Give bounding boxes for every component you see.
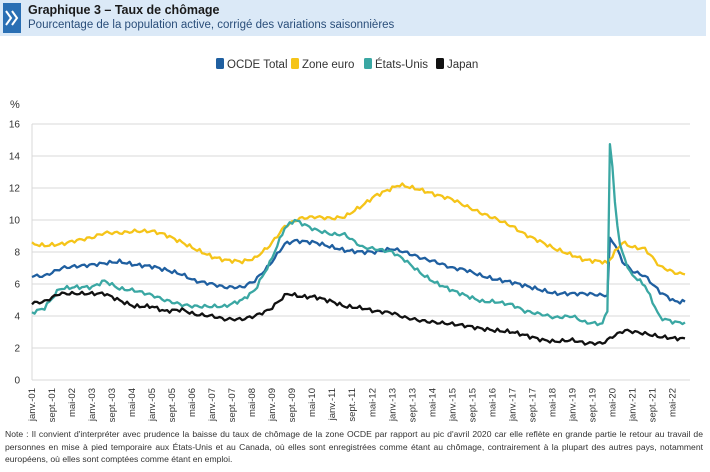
x-tick-label: janv.-15 [447, 388, 458, 422]
x-tick-label: janv.-13 [387, 388, 398, 422]
x-tick-label: sept.-15 [467, 388, 478, 422]
chart-header: Graphique 3 – Taux de chômage Pourcentag… [0, 0, 706, 36]
y-tick-label: 14 [9, 152, 21, 163]
legend-swatch [364, 58, 372, 69]
legend-item: OCDE Total [216, 58, 288, 71]
legend-swatch [436, 58, 444, 69]
x-tick-label: janv.-05 [147, 388, 158, 422]
x-tick-label: mai-14 [427, 388, 438, 417]
x-tick-label: sept.-05 [167, 388, 178, 422]
series-line [31, 290, 686, 346]
x-tick-label: janv.-11 [327, 388, 338, 421]
legend-swatch [216, 58, 224, 69]
x-tick-label: mai-16 [487, 388, 498, 417]
x-tick-label: sept.-17 [527, 388, 538, 422]
x-tick-label: janv.-21 [627, 388, 638, 422]
y-axis-ticks: 0 2 4 6 8 10 12 14 16 [9, 120, 21, 387]
x-tick-label: mai-18 [547, 388, 558, 417]
series-lines [31, 142, 686, 346]
x-tick-label: sept.-07 [227, 388, 238, 422]
legend-label: Zone euro [302, 59, 354, 71]
x-tick-label: mai-02 [67, 388, 78, 417]
y-tick-label: 2 [14, 344, 20, 355]
x-tick-label: sept.-09 [287, 388, 298, 422]
series-line [31, 182, 686, 276]
y-tick-label: 6 [14, 280, 20, 291]
legend-label: OCDE Total [227, 59, 288, 71]
y-tick-label: 10 [9, 216, 21, 227]
x-tick-label: mai-10 [307, 388, 318, 417]
x-tick-label: janv.-09 [267, 388, 278, 422]
x-tick-label: sept.-19 [587, 388, 598, 422]
x-tick-label: janv.-03 [87, 388, 98, 422]
y-tick-label: 4 [14, 312, 20, 323]
footnote: Note : Il convient d'interpréter avec pr… [5, 429, 703, 465]
x-tick-label: janv.-19 [567, 388, 578, 422]
x-tick-label: sept.-03 [107, 388, 118, 422]
x-tick-label: mai-20 [607, 388, 618, 417]
x-tick-label: janv.-17 [507, 388, 518, 422]
x-tick-label: mai-04 [127, 388, 138, 417]
x-tick-label: sept.-01 [47, 388, 58, 422]
legend-swatch [291, 58, 299, 69]
y-tick-label: 8 [14, 248, 20, 259]
y-tick-label: 12 [9, 184, 21, 195]
x-tick-label: sept.-21 [647, 388, 658, 422]
x-tick-label: sept.-13 [407, 388, 418, 422]
legend-label: États-Unis [375, 58, 428, 71]
x-axis-ticks: janv.-01 sept.-01 mai-02 janv.-03 sept.-03 ma… [27, 388, 678, 422]
x-tick-label: mai-22 [667, 388, 678, 417]
x-tick-label: janv.-07 [207, 388, 218, 422]
x-tick-label: mai-08 [247, 388, 258, 417]
legend-item: Japan [436, 58, 478, 71]
x-tick-label: sept.-11 [347, 388, 358, 422]
legend-label: Japan [447, 59, 478, 71]
x-tick-label: janv.-01 [27, 388, 38, 422]
series-line [31, 142, 686, 327]
line-chart: OCDE Total Zone euro États-Unis Japan % 0 2 4… [9, 58, 690, 422]
chart-title: Graphique 3 – Taux de chômage [28, 3, 220, 17]
y-tick-label: 16 [9, 120, 21, 131]
y-tick-label: 0 [14, 376, 20, 387]
series-line [31, 236, 686, 305]
x-tick-label: mai-06 [187, 388, 198, 417]
y-axis-label: % [10, 99, 20, 111]
legend-item: États-Unis [364, 58, 428, 71]
x-tick-label: mai-12 [367, 388, 378, 417]
chevrons-right-icon [3, 3, 21, 33]
chart-subtitle: Pourcentage de la population active, cor… [28, 19, 395, 31]
legend-item: Zone euro [291, 58, 354, 71]
chart-legend: OCDE Total Zone euro États-Unis Japan [216, 58, 478, 71]
